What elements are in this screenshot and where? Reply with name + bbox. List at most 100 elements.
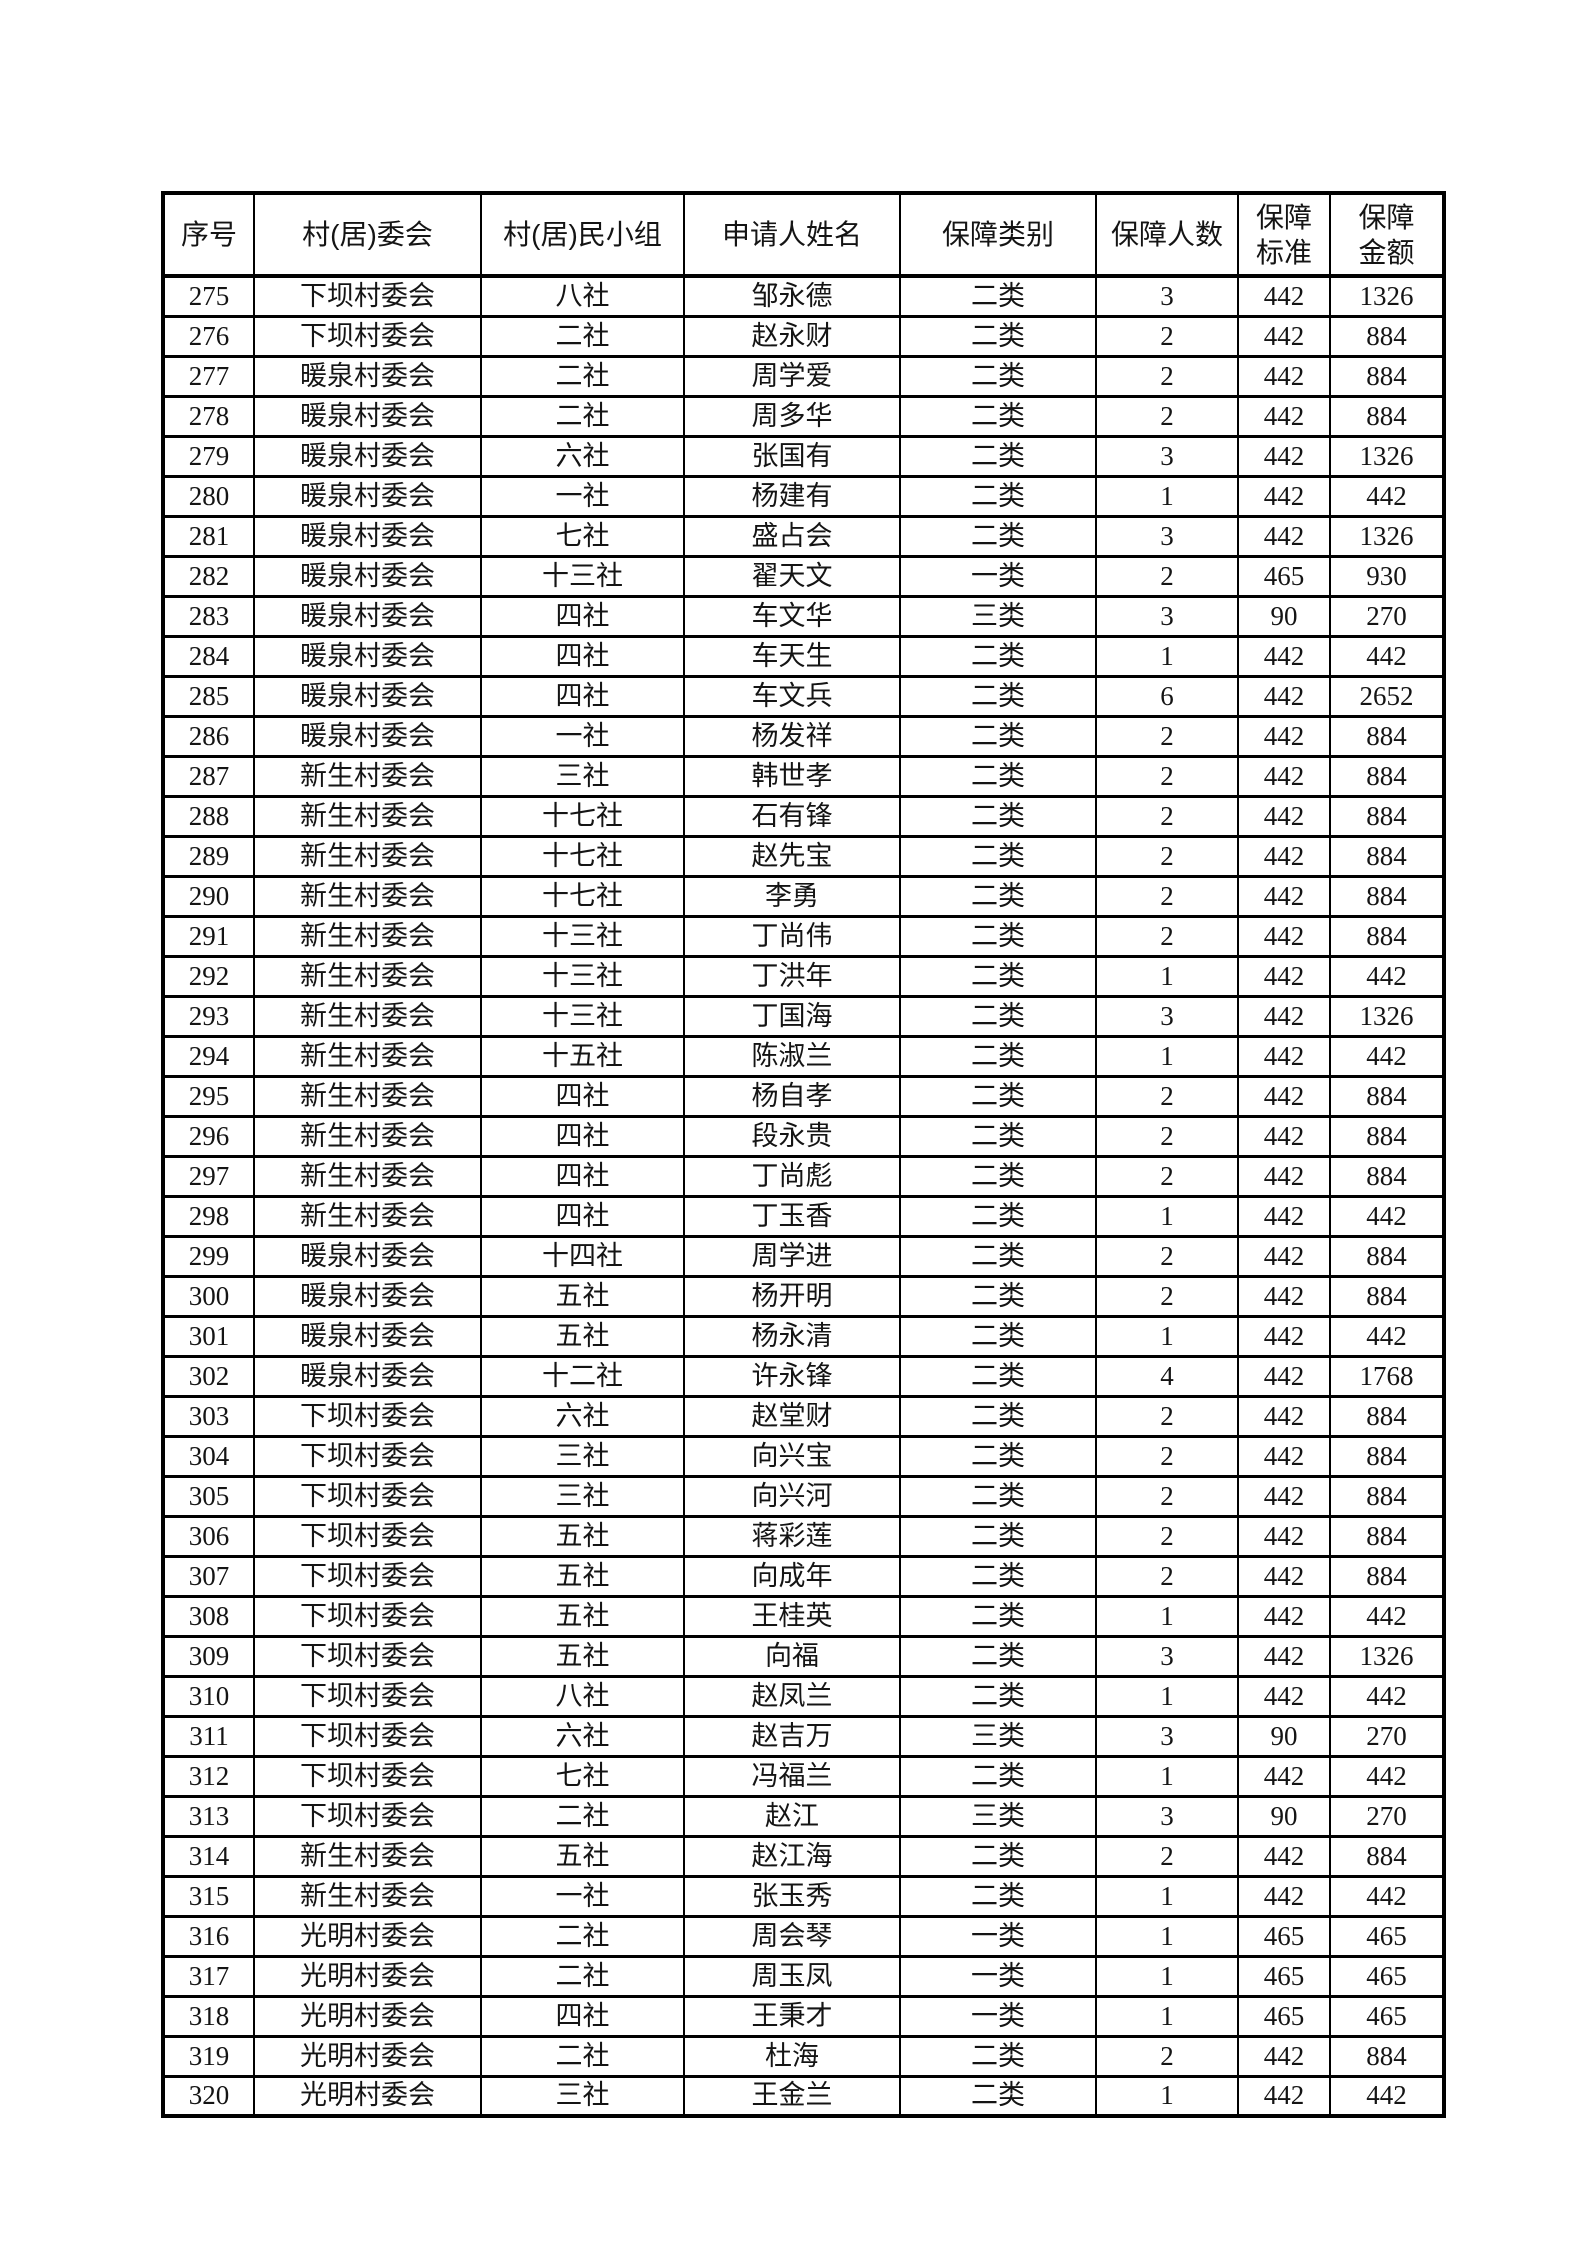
cell-standard: 442 <box>1237 1274 1331 1318</box>
table-row: 301 暖泉村委会 五社 杨永清 二类 1 442 442 <box>162 1314 1445 1358</box>
cell-headcount: 2 <box>1095 354 1239 398</box>
cell-applicant: 王桂英 <box>683 1594 901 1638</box>
cell-applicant: 丁国海 <box>683 994 901 1038</box>
cell-headcount: 1 <box>1095 1994 1239 2038</box>
cell-index: 297 <box>162 1154 255 1198</box>
column-header-applicant: 申请人姓名 <box>683 191 901 278</box>
cell-committee: 新生村委会 <box>253 1154 482 1198</box>
cell-committee: 光明村委会 <box>253 1954 482 1998</box>
cell-category: 二类 <box>899 1514 1097 1558</box>
cell-standard: 442 <box>1237 1354 1331 1398</box>
cell-index: 313 <box>162 1794 255 1838</box>
cell-headcount: 3 <box>1095 1794 1239 1838</box>
cell-amount: 270 <box>1329 1794 1445 1838</box>
cell-index: 291 <box>162 914 255 958</box>
table-row: 300 暖泉村委会 五社 杨开明 二类 2 442 884 <box>162 1274 1445 1318</box>
cell-category: 二类 <box>899 474 1097 518</box>
cell-amount: 884 <box>1329 714 1445 758</box>
cell-amount: 442 <box>1329 634 1445 678</box>
cell-committee: 光明村委会 <box>253 2034 482 2078</box>
cell-group: 七社 <box>480 514 685 558</box>
cell-applicant: 段永贵 <box>683 1114 901 1158</box>
cell-amount: 442 <box>1329 1034 1445 1078</box>
table-row: 278 暖泉村委会 二社 周多华 二类 2 442 884 <box>162 394 1445 438</box>
cell-applicant: 车文兵 <box>683 674 901 718</box>
cell-committee: 下坝村委会 <box>253 1474 482 1518</box>
cell-group: 二社 <box>480 1914 685 1958</box>
cell-group: 十三社 <box>480 994 685 1038</box>
cell-index: 286 <box>162 714 255 758</box>
table-row: 281 暖泉村委会 七社 盛占会 二类 3 442 1326 <box>162 514 1445 558</box>
cell-standard: 442 <box>1237 1074 1331 1118</box>
cell-index: 293 <box>162 994 255 1038</box>
cell-headcount: 1 <box>1095 1874 1239 1918</box>
cell-headcount: 2 <box>1095 554 1239 598</box>
cell-index: 308 <box>162 1594 255 1638</box>
cell-amount: 1768 <box>1329 1354 1445 1398</box>
cell-headcount: 2 <box>1095 874 1239 918</box>
cell-committee: 新生村委会 <box>253 1114 482 1158</box>
cell-category: 二类 <box>899 1234 1097 1278</box>
table-row: 299 暖泉村委会 十四社 周学进 二类 2 442 884 <box>162 1234 1445 1278</box>
cell-amount: 1326 <box>1329 1634 1445 1678</box>
cell-category: 二类 <box>899 674 1097 718</box>
cell-committee: 下坝村委会 <box>253 1634 482 1678</box>
table-row: 306 下坝村委会 五社 蒋彩莲 二类 2 442 884 <box>162 1514 1445 1558</box>
table-row: 297 新生村委会 四社 丁尚彪 二类 2 442 884 <box>162 1154 1445 1198</box>
cell-headcount: 2 <box>1095 1474 1239 1518</box>
cell-group: 四社 <box>480 1114 685 1158</box>
cell-headcount: 1 <box>1095 1754 1239 1798</box>
cell-index: 310 <box>162 1674 255 1718</box>
cell-group: 六社 <box>480 1714 685 1758</box>
table-row: 317 光明村委会 二社 周玉凤 一类 1 465 465 <box>162 1954 1445 1998</box>
cell-applicant: 丁尚彪 <box>683 1154 901 1198</box>
cell-committee: 新生村委会 <box>253 794 482 838</box>
cell-applicant: 盛占会 <box>683 514 901 558</box>
cell-index: 294 <box>162 1034 255 1078</box>
cell-applicant: 杨永清 <box>683 1314 901 1358</box>
cell-amount: 884 <box>1329 2034 1445 2078</box>
cell-category: 二类 <box>899 1114 1097 1158</box>
cell-committee: 暖泉村委会 <box>253 394 482 438</box>
cell-headcount: 1 <box>1095 1314 1239 1358</box>
cell-standard: 442 <box>1237 1234 1331 1278</box>
cell-group: 五社 <box>480 1634 685 1678</box>
table-row: 283 暖泉村委会 四社 车文华 三类 3 90 270 <box>162 594 1445 638</box>
cell-committee: 暖泉村委会 <box>253 554 482 598</box>
cell-index: 284 <box>162 634 255 678</box>
cell-committee: 新生村委会 <box>253 954 482 998</box>
table-row: 285 暖泉村委会 四社 车文兵 二类 6 442 2652 <box>162 674 1445 718</box>
cell-standard: 442 <box>1237 474 1331 518</box>
cell-group: 四社 <box>480 1074 685 1118</box>
table-row: 287 新生村委会 三社 韩世孝 二类 2 442 884 <box>162 754 1445 798</box>
table-row: 294 新生村委会 十五社 陈淑兰 二类 1 442 442 <box>162 1034 1445 1078</box>
cell-standard: 442 <box>1237 1674 1331 1718</box>
column-header-committee: 村(居)委会 <box>253 191 482 278</box>
cell-applicant: 李勇 <box>683 874 901 918</box>
cell-category: 二类 <box>899 1354 1097 1398</box>
cell-amount: 884 <box>1329 1394 1445 1438</box>
cell-standard: 442 <box>1237 434 1331 478</box>
table-row: 315 新生村委会 一社 张玉秀 二类 1 442 442 <box>162 1874 1445 1918</box>
cell-amount: 884 <box>1329 1274 1445 1318</box>
cell-headcount: 2 <box>1095 914 1239 958</box>
cell-applicant: 赵江 <box>683 1794 901 1838</box>
cell-index: 312 <box>162 1754 255 1798</box>
cell-committee: 下坝村委会 <box>253 1714 482 1758</box>
cell-amount: 884 <box>1329 754 1445 798</box>
cell-category: 三类 <box>899 1794 1097 1838</box>
cell-index: 309 <box>162 1634 255 1678</box>
cell-applicant: 石有锋 <box>683 794 901 838</box>
cell-applicant: 杨建有 <box>683 474 901 518</box>
cell-standard: 442 <box>1237 274 1331 318</box>
cell-applicant: 蒋彩莲 <box>683 1514 901 1558</box>
cell-index: 277 <box>162 354 255 398</box>
cell-applicant: 翟天文 <box>683 554 901 598</box>
table-row: 282 暖泉村委会 十三社 翟天文 一类 2 465 930 <box>162 554 1445 598</box>
cell-category: 二类 <box>899 1474 1097 1518</box>
cell-committee: 下坝村委会 <box>253 1434 482 1478</box>
cell-group: 五社 <box>480 1554 685 1598</box>
cell-applicant: 赵凤兰 <box>683 1674 901 1718</box>
cell-category: 二类 <box>899 754 1097 798</box>
cell-group: 四社 <box>480 594 685 638</box>
